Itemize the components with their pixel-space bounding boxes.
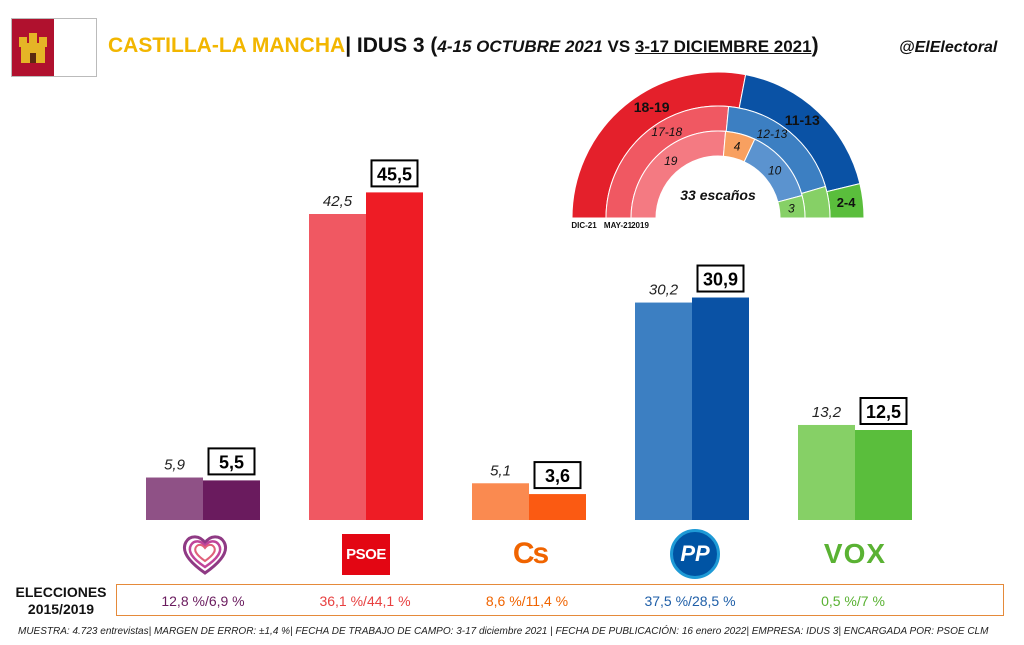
- seats-may21-label-pp: 12-13: [757, 127, 788, 141]
- elections-label-line2: 2015/2019: [27, 601, 95, 617]
- label-cur-podemos: 5,5: [219, 452, 244, 472]
- pp-logo-text: PP: [670, 529, 720, 579]
- bar-cur-podemos: [203, 480, 260, 520]
- psoe-logo: PSOE: [336, 528, 396, 580]
- label-cur-vox: 12,5: [866, 402, 901, 422]
- elections-value-vox: 0,5 %/7 %: [821, 593, 885, 609]
- cs-logo: Cs: [500, 528, 560, 580]
- seats-total-label: 33 escaños: [680, 187, 756, 203]
- vox-logo-text: VOX: [823, 538, 887, 569]
- heart-icon: [182, 535, 228, 575]
- bar-prev-pp: [635, 302, 692, 520]
- title-pollster: | IDUS 3 (: [345, 34, 438, 57]
- vox-logo: VOX: [815, 528, 895, 580]
- psoe-logo-text: PSOE: [342, 533, 390, 575]
- pp-logo: PP: [665, 528, 725, 580]
- podemos-logo: [170, 528, 240, 580]
- footer-methodology: MUESTRA: 4.723 entrevistas| MARGEN DE ER…: [18, 626, 989, 637]
- label-box-pp: [696, 264, 745, 293]
- elections-label-line1: ELECCIONES: [15, 584, 107, 600]
- label-prev-cs: 5,1: [490, 462, 511, 479]
- seats-axis-label-2: 2019: [631, 221, 649, 230]
- bar-prev-psoe: [309, 214, 366, 520]
- label-cur-pp: 30,9: [703, 270, 738, 290]
- chart-title: CASTILLA-LA MANCHA| IDUS 3 (4-15 OCTUBRE…: [108, 34, 819, 58]
- label-box-podemos: [207, 447, 256, 476]
- label-box-cs: [533, 461, 582, 490]
- elections-value-cs: 8,6 %/11,4 %: [485, 593, 569, 609]
- seats-2019-label-cs: 4: [734, 140, 741, 154]
- title-region: CASTILLA-LA MANCHA: [108, 34, 346, 57]
- elections-value-pp: 37,5 %/28,5 %: [644, 593, 736, 609]
- twitter-handle: @ElElectoral: [899, 39, 998, 56]
- elections-value-psoe: 36,1 %/44,1 %: [319, 593, 411, 609]
- title-close: ): [811, 34, 819, 57]
- seats-dic21-label-vox: 2-4: [837, 195, 857, 210]
- flag-red-half: [12, 19, 54, 76]
- bar-cur-pp: [692, 297, 749, 520]
- title-period-1: 4-15 OCTUBRE 2021: [437, 37, 603, 56]
- bar-prev-vox: [798, 424, 855, 520]
- flag-white-half: [54, 19, 96, 76]
- bar-cur-vox: [855, 430, 912, 520]
- seats-2019-segment-3: [777, 194, 806, 219]
- title-vs: VS: [602, 37, 635, 56]
- elections-label: ELECCIONES 2015/2019: [10, 584, 112, 618]
- label-prev-pp: 30,2: [649, 282, 679, 299]
- title-period-2: 3-17 DICIEMBRE 2021: [634, 37, 812, 56]
- label-prev-psoe: 42,5: [323, 193, 353, 210]
- elections-value-podemos: 12,8 %/6,9 %: [161, 593, 245, 609]
- cs-logo-text: Cs: [512, 537, 549, 570]
- bar-prev-podemos: [146, 477, 203, 520]
- label-prev-podemos: 5,9: [164, 457, 186, 474]
- label-cur-psoe: 45,5: [377, 164, 412, 184]
- seats-axis-label-1: MAY-21: [604, 221, 633, 230]
- seats-dic21-label-pp: 11-13: [785, 112, 820, 128]
- bar-cur-cs: [529, 494, 586, 520]
- seats-2019-label-psoe: 19: [664, 154, 678, 168]
- castle-icon: [19, 32, 47, 63]
- label-box-vox: [859, 397, 908, 425]
- bar-prev-cs: [472, 483, 529, 520]
- seats-may21-label-psoe: 17-18: [651, 125, 682, 139]
- bar-cur-psoe: [366, 192, 423, 520]
- elections-box: [116, 584, 1004, 616]
- seats-2019-label-pp: 10: [768, 163, 782, 177]
- seats-axis-label-0: DIC-21: [571, 221, 597, 230]
- label-box-psoe: [370, 159, 419, 188]
- seats-2019-label-vox: 3: [788, 201, 795, 215]
- label-cur-cs: 3,6: [545, 466, 570, 486]
- seats-dic21-label-psoe: 18-19: [634, 99, 670, 115]
- castilla-la-mancha-flag: [11, 18, 97, 77]
- label-prev-vox: 13,2: [812, 404, 842, 421]
